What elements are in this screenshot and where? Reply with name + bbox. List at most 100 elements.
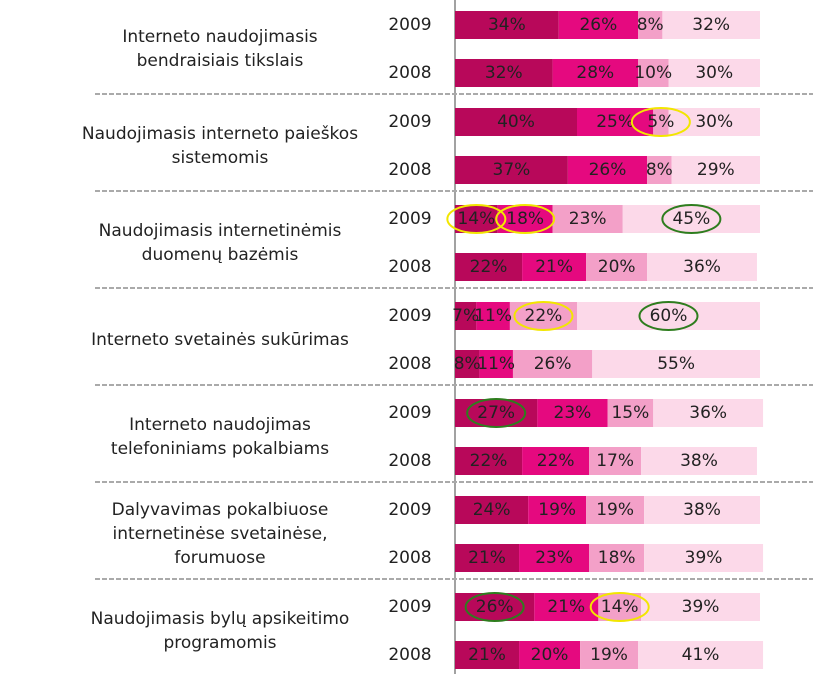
- bar-segment: [653, 399, 764, 427]
- group-label: Interneto naudojimas: [129, 415, 311, 435]
- bar-segment: [592, 350, 760, 378]
- year-label: 2008: [388, 354, 431, 374]
- bar-segment: [638, 59, 669, 87]
- value-label: 26%: [579, 15, 617, 35]
- bar-segment: [647, 253, 757, 281]
- value-label: 19%: [538, 500, 576, 520]
- value-label: 39%: [685, 548, 723, 568]
- value-label: 39%: [682, 597, 720, 617]
- bar-segment: [671, 156, 760, 184]
- value-label: 40%: [497, 112, 535, 132]
- group-label: telefoniniams pokalbiams: [111, 439, 329, 459]
- year-label: 2008: [388, 63, 431, 83]
- bar-segment: [589, 544, 645, 572]
- highlight-circle: [466, 398, 527, 428]
- value-label: 28%: [576, 63, 614, 83]
- value-label: 18%: [506, 209, 544, 229]
- value-label: 21%: [468, 548, 506, 568]
- group-label: Naudojimasis bylų apsikeitimo: [91, 609, 350, 629]
- value-label: 24%: [473, 500, 511, 520]
- value-label: 32%: [485, 63, 523, 83]
- value-label: 7%: [452, 306, 479, 326]
- group-label: duomenų bazėmis: [142, 245, 299, 265]
- year-label: 2009: [388, 15, 431, 35]
- value-label: 21%: [547, 597, 585, 617]
- value-label: 23%: [569, 209, 607, 229]
- value-label: 20%: [598, 257, 636, 277]
- highlight-circle: [630, 107, 691, 137]
- bar-segment: [455, 302, 477, 330]
- value-label: 22%: [525, 306, 563, 326]
- bar-segment: [644, 544, 764, 572]
- group-label: programomis: [163, 633, 276, 653]
- value-label: 8%: [646, 160, 673, 180]
- bar-segment: [455, 59, 553, 87]
- bar-segment: [537, 399, 608, 427]
- bar-segment: [644, 496, 760, 524]
- group-label: Interneto svetainės sukūrimas: [91, 330, 349, 350]
- bar-segment: [638, 641, 764, 669]
- highlight-circle: [446, 204, 507, 234]
- bar-segment: [589, 447, 642, 475]
- year-label: 2009: [388, 306, 431, 326]
- value-label: 60%: [650, 306, 688, 326]
- value-label: 36%: [683, 257, 721, 277]
- group-label: forumuose: [174, 548, 265, 568]
- value-label: 17%: [596, 451, 634, 471]
- value-label: 45%: [672, 209, 710, 229]
- bar-segment: [668, 59, 760, 87]
- value-label: 14%: [457, 209, 495, 229]
- value-label: 38%: [683, 500, 721, 520]
- value-label: 26%: [534, 354, 572, 374]
- bar-segment: [586, 496, 645, 524]
- group-label: Naudojimasis internetinėmis: [99, 221, 342, 241]
- bar-segment: [552, 205, 623, 233]
- bar-segment: [607, 399, 654, 427]
- highlight-circle: [464, 592, 525, 622]
- value-label: 20%: [531, 645, 569, 665]
- value-label: 30%: [695, 112, 733, 132]
- bar-segment: [653, 108, 669, 136]
- bar-segment: [455, 205, 498, 233]
- value-label: 21%: [468, 645, 506, 665]
- value-label: 14%: [601, 597, 639, 617]
- value-label: 19%: [590, 645, 628, 665]
- bar-segment: [455, 156, 568, 184]
- bar-segment: [455, 11, 559, 39]
- year-label: 2009: [388, 112, 431, 132]
- value-label: 41%: [682, 645, 720, 665]
- bar-segment: [528, 496, 587, 524]
- value-label: 32%: [692, 15, 730, 35]
- bar-segment: [638, 11, 663, 39]
- bar-segment: [497, 205, 553, 233]
- bar-segment: [577, 302, 760, 330]
- bar-segment: [662, 11, 760, 39]
- value-label: 55%: [657, 354, 695, 374]
- bar-segment: [522, 447, 590, 475]
- year-label: 2009: [388, 500, 431, 520]
- value-label: 15%: [611, 403, 649, 423]
- year-label: 2009: [388, 597, 431, 617]
- value-label: 27%: [477, 403, 515, 423]
- year-label: 2008: [388, 257, 431, 277]
- value-label: 23%: [554, 403, 592, 423]
- highlight-circle: [589, 592, 650, 622]
- year-label: 2009: [388, 209, 431, 229]
- value-label: 29%: [697, 160, 735, 180]
- bar-segment: [641, 593, 760, 621]
- value-label: 22%: [537, 451, 575, 471]
- year-label: 2008: [388, 645, 431, 665]
- year-label: 2009: [388, 403, 431, 423]
- bar-segment: [598, 593, 642, 621]
- bar-segment: [455, 108, 577, 136]
- highlight-circle: [513, 301, 574, 331]
- highlight-circle: [661, 204, 722, 234]
- bar-segment: [512, 350, 593, 378]
- group-label: Interneto naudojimasis: [122, 27, 317, 47]
- highlight-circle: [638, 301, 699, 331]
- value-label: 38%: [680, 451, 718, 471]
- group-label: internetinėse svetainėse,: [112, 524, 327, 544]
- bar-segment: [455, 496, 529, 524]
- value-label: 22%: [470, 451, 508, 471]
